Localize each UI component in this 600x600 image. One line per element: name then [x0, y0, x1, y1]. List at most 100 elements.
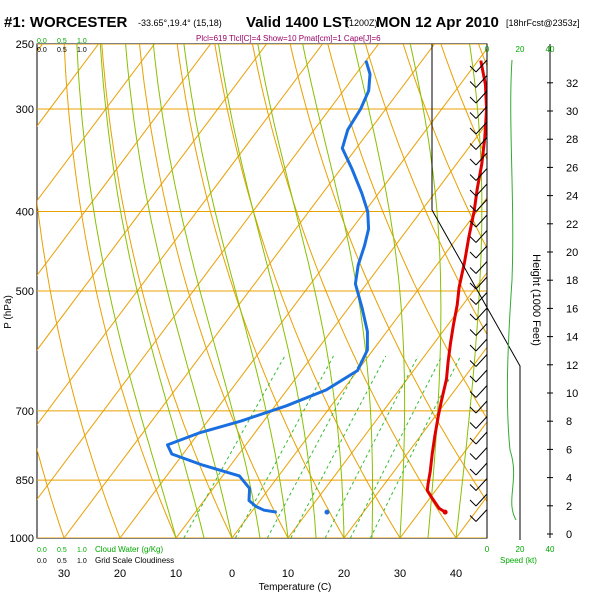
temperature-point [438, 507, 440, 509]
height-tick-label: 4 [566, 473, 572, 485]
dewpoint-point [366, 349, 368, 351]
isotherm-line [37, 44, 211, 277]
dewpoint-point [167, 444, 168, 446]
wind-barb-flag [469, 143, 477, 150]
wind-barb [469, 385, 488, 398]
wind-barb-flag [469, 437, 477, 445]
cloud-bot-1: 0.5 [57, 558, 67, 565]
y-tick-label: 400 [16, 206, 34, 218]
wind-barb-staff [475, 245, 488, 259]
y-tick-label: 1000 [10, 533, 34, 545]
wind-barb-flag [469, 453, 477, 460]
wind-barb [469, 307, 488, 321]
dry-adiabat [214, 44, 401, 538]
wind-barb [469, 416, 488, 429]
speed-legend: Speed (kt) [500, 556, 537, 565]
dewpoint-point [354, 283, 356, 285]
wind-barb-staff [475, 75, 488, 88]
wind-barb [469, 245, 488, 259]
wind-barb-flag [469, 65, 477, 73]
cloud-bot-0: 0.0 [37, 558, 47, 565]
wind-barb [469, 447, 488, 460]
temperature-point [429, 471, 431, 473]
wind-barb-staff [475, 509, 488, 522]
dewpoint-point [325, 389, 327, 391]
wind-barb-flag [469, 360, 477, 367]
wind-barb [469, 183, 488, 197]
wind-barb [469, 369, 488, 383]
dewpoint-point [361, 307, 363, 309]
mix-top-1: 0.5 [57, 38, 67, 45]
wind-barb [469, 509, 488, 522]
x-tick-label: 30 [58, 568, 70, 580]
dry-adiabat [402, 44, 487, 250]
height-tick-label: 24 [566, 191, 578, 203]
wind-barb [469, 478, 488, 491]
dry-adiabat [176, 44, 345, 538]
temperature-line [425, 60, 487, 514]
dry-adiabat [63, 44, 177, 538]
speed-bottom-label: 20 [516, 545, 525, 554]
mixing-ratio-line [266, 355, 365, 538]
wind-barb [469, 462, 488, 476]
dewpoint-point [240, 420, 242, 422]
utc-time: (1200Z) [346, 18, 378, 28]
dry-adiabat [592, 44, 600, 538]
dewpoint-point [368, 90, 370, 92]
mix-bot-1: 0.5 [57, 547, 67, 554]
moist-adiabat [99, 44, 205, 538]
wind-barb-staff [475, 276, 488, 290]
height-tick-label: 18 [566, 275, 578, 287]
mixing-ratio-line [324, 355, 419, 538]
wind-barb-staff [475, 338, 488, 352]
mix-top-0: 0.0 [37, 38, 47, 45]
indices-line: Plcl=619 Tlcl[C]=4 Show=10 Pmat[cm]=1 Ca… [196, 34, 381, 43]
isotherm-line [37, 44, 379, 501]
surface-temperature-marker [442, 509, 448, 515]
mix-top2-0: 0.0 [37, 47, 47, 54]
x-tick-label: 20 [114, 568, 126, 580]
dry-adiabat [365, 44, 487, 336]
x-axis-title: Temperature (C) [259, 582, 332, 593]
wind-barb-staff [475, 230, 488, 243]
x-tick-label: 10 [170, 568, 182, 580]
wind-barb-flag [469, 205, 477, 212]
wind-barb [469, 261, 488, 274]
dewpoint-point [263, 509, 265, 511]
height-tick-label: 14 [566, 332, 578, 344]
moist-adiabat [218, 44, 317, 538]
wind-barb-flag [469, 375, 477, 383]
mix-bot-2: 1.0 [77, 547, 87, 554]
temperature-point [480, 60, 482, 62]
wind-barb [469, 152, 488, 166]
dewpoint-point [202, 464, 204, 466]
height-tick-label: 26 [566, 162, 578, 174]
wind-barb-staff [475, 168, 488, 181]
wind-barb-staff [475, 307, 488, 321]
wind-barb-flag [469, 468, 477, 476]
temperature-point [431, 453, 433, 455]
background-lines [37, 44, 600, 538]
wind-barb [469, 90, 488, 104]
wind-barb-staff [475, 214, 488, 228]
boundary-line [431, 44, 521, 540]
x-tick-label: 30 [394, 568, 406, 580]
wind-barb-flag [469, 282, 477, 290]
height-tick-label: 12 [566, 360, 578, 372]
moist-adiabat [76, 44, 177, 538]
moist-adiabat [353, 44, 406, 538]
dewpoint-point [360, 108, 362, 110]
x-tick-label: 40 [450, 568, 462, 580]
mixing-ratio-line [183, 355, 286, 538]
temperature-point [456, 304, 458, 306]
wind-barb [469, 75, 488, 88]
wind-barb [469, 276, 488, 290]
wind-barb-flag [469, 406, 477, 414]
cloud-bot-2: 1.0 [77, 558, 87, 565]
wind-barb [469, 230, 488, 243]
speed-bottom-label: 0 [485, 545, 490, 554]
y-tick-label: 850 [16, 475, 34, 487]
dewpoint-point [341, 147, 343, 149]
mix-bot-0: 0.0 [37, 547, 47, 554]
